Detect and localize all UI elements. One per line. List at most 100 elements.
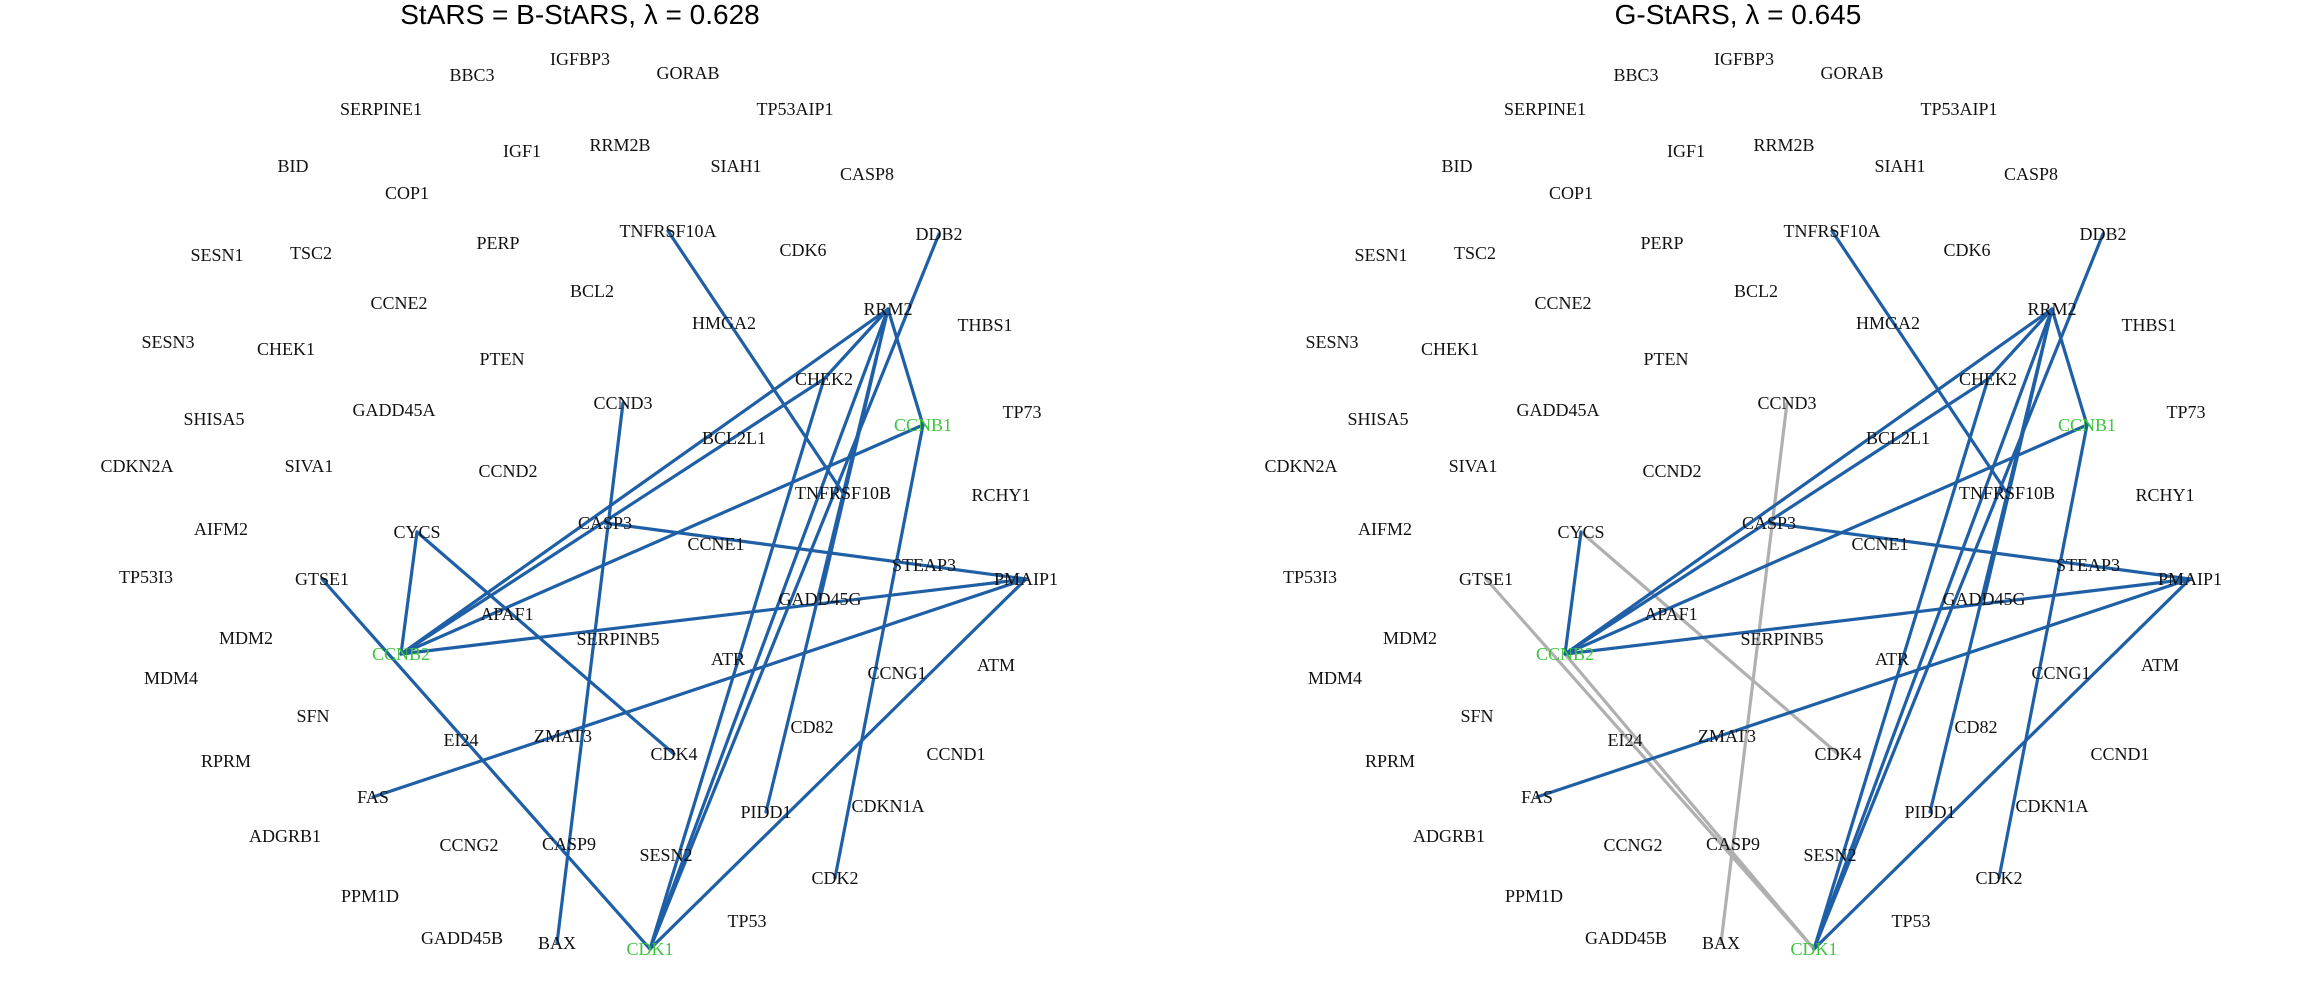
edge-ccnb2-cdk1 xyxy=(1563,652,1816,951)
node-label-sesn1: SESN1 xyxy=(1354,245,1407,265)
edge-rrm2-ccnb1 xyxy=(2050,307,2089,427)
node-label-cdk4: CDK4 xyxy=(1814,744,1861,764)
edge-rrm2-ccnb1 xyxy=(886,307,925,427)
node-label-cdk2: CDK2 xyxy=(1975,868,2022,888)
edge-cycs-ccnb2 xyxy=(399,530,419,656)
node-label-ccnb1: CCNB1 xyxy=(894,415,952,435)
edge-ccnd3-bax xyxy=(555,401,625,945)
node-label-tnfrsf10a: TNFRSF10A xyxy=(619,221,716,241)
node-label-atm: ATM xyxy=(977,655,1015,675)
node-label-apaf1: APAF1 xyxy=(1644,604,1697,624)
edge-rrm2-chek2 xyxy=(1986,307,2054,381)
node-label-rrm2: RRM2 xyxy=(2027,299,2076,319)
node-label-gtse1: GTSE1 xyxy=(1459,569,1513,589)
node-label-apaf1: APAF1 xyxy=(480,604,533,624)
node-label-siva1: SIVA1 xyxy=(1449,456,1498,476)
edge-chek2-ccnb2 xyxy=(399,377,826,656)
node-label-mdm4: MDM4 xyxy=(144,668,198,688)
edge-chek2-ccnb2 xyxy=(1563,377,1990,656)
node-label-cdkn2a: CDKN2A xyxy=(100,456,173,476)
node-label-ddb2: DDB2 xyxy=(2079,224,2126,244)
node-label-tnfrsf10a: TNFRSF10A xyxy=(1783,221,1880,241)
node-label-cd82: CD82 xyxy=(1954,717,1997,737)
node-label-pmaip1: PMAIP1 xyxy=(994,569,1058,589)
node-label-rrm2b: RRM2B xyxy=(1753,135,1814,155)
node-label-ccng2: CCNG2 xyxy=(1603,835,1662,855)
node-label-chek2: CHEK2 xyxy=(1959,369,2017,389)
node-label-rrm2: RRM2 xyxy=(863,299,912,319)
edge-gtse1-cdk1 xyxy=(320,577,652,951)
node-label-adgrb1: ADGRB1 xyxy=(249,826,321,846)
node-label-adgrb1: ADGRB1 xyxy=(1413,826,1485,846)
node-label-ccng1: CCNG1 xyxy=(867,663,926,683)
node-label-aifm2: AIFM2 xyxy=(1358,519,1412,539)
node-label-igf1: IGF1 xyxy=(1667,141,1705,161)
node-label-ccnd1: CCND1 xyxy=(926,744,985,764)
node-label-siah1: SIAH1 xyxy=(710,156,761,176)
node-label-tp73: TP73 xyxy=(2166,402,2205,422)
node-label-pidd1: PIDD1 xyxy=(740,802,791,822)
node-label-rrm2b: RRM2B xyxy=(589,135,650,155)
node-label-cdk1: CDK1 xyxy=(626,939,673,959)
node-label-cdkn2a: CDKN2A xyxy=(1264,456,1337,476)
node-label-pidd1: PIDD1 xyxy=(1904,802,1955,822)
node-label-cdk4: CDK4 xyxy=(650,744,697,764)
node-label-gadd45a: GADD45A xyxy=(1517,400,1600,420)
edge-casp3-pmaip1 xyxy=(603,521,1028,581)
node-label-pten: PTEN xyxy=(480,349,525,369)
node-label-serpinb5: SERPINB5 xyxy=(1740,629,1823,649)
edge-rrm2-cdk1 xyxy=(648,307,890,951)
edge-gtse1-cdk1 xyxy=(1484,577,1816,951)
edge-rrm2-cdk1 xyxy=(1812,307,2054,951)
node-label-ppm1d: PPM1D xyxy=(341,886,399,906)
node-label-casp9: CASP9 xyxy=(1706,834,1760,854)
node-label-ccne2: CCNE2 xyxy=(370,293,427,313)
node-label-sfn: SFN xyxy=(296,706,329,726)
edge-cycs-ccnb2 xyxy=(1563,530,1583,656)
node-label-rprm: RPRM xyxy=(201,751,251,771)
node-label-gtse1: GTSE1 xyxy=(295,569,349,589)
node-label-gadd45g: GADD45G xyxy=(779,589,862,609)
node-label-atm: ATM xyxy=(2141,655,2179,675)
node-label-cycs: CYCS xyxy=(393,522,440,542)
node-label-casp9: CASP9 xyxy=(542,834,596,854)
node-label-siah1: SIAH1 xyxy=(1874,156,1925,176)
node-label-sesn3: SESN3 xyxy=(141,332,194,352)
node-label-gadd45g: GADD45G xyxy=(1943,589,2026,609)
node-label-zmat3: ZMAT3 xyxy=(1698,726,1756,746)
node-label-ccng2: CCNG2 xyxy=(439,835,498,855)
node-label-thbs1: THBS1 xyxy=(957,315,1012,335)
node-label-bcl2l1: BCL2L1 xyxy=(1866,428,1930,448)
node-label-igfbp3: IGFBP3 xyxy=(1714,49,1774,69)
edge-rrm2-ccnb2 xyxy=(399,307,890,656)
edge-ccnb2-pmaip1 xyxy=(399,577,1028,656)
edge-ddb2-cdk1 xyxy=(648,232,941,951)
node-label-shisa5: SHISA5 xyxy=(1347,409,1408,429)
node-label-shisa5: SHISA5 xyxy=(183,409,244,429)
node-label-hmga2: HMGA2 xyxy=(1856,313,1920,333)
node-label-mdm2: MDM2 xyxy=(219,628,273,648)
node-label-bbc3: BBC3 xyxy=(449,65,494,85)
edge-ddb2-cdk1 xyxy=(1812,232,2105,951)
edge-rrm2-ccnb2 xyxy=(1563,307,2054,656)
node-label-tnfrsf10b: TNFRSF10B xyxy=(795,483,891,503)
node-label-tp53aip1: TP53AIP1 xyxy=(1920,99,1997,119)
node-label-gorab: GORAB xyxy=(656,63,719,83)
node-label-bid: BID xyxy=(1442,156,1473,176)
node-label-casp3: CASP3 xyxy=(1742,513,1796,533)
edge-pmaip1-cdk1 xyxy=(648,577,1028,951)
node-label-bcl2: BCL2 xyxy=(1734,281,1778,301)
node-label-ccnd1: CCND1 xyxy=(2090,744,2149,764)
edge-ccnb1-cdk2 xyxy=(1997,423,2089,880)
node-label-pmaip1: PMAIP1 xyxy=(2158,569,2222,589)
node-label-cop1: COP1 xyxy=(1549,183,1593,203)
node-label-gadd45b: GADD45B xyxy=(421,928,503,948)
edge-chek2-cdk1 xyxy=(1812,377,1990,951)
node-label-atr: ATR xyxy=(711,649,745,669)
node-label-chek2: CHEK2 xyxy=(795,369,853,389)
node-label-steap3: STEAP3 xyxy=(2056,555,2120,575)
edge-ccnd3-bax xyxy=(1719,401,1789,945)
node-label-zmat3: ZMAT3 xyxy=(534,726,592,746)
node-label-bax: BAX xyxy=(1702,933,1740,953)
